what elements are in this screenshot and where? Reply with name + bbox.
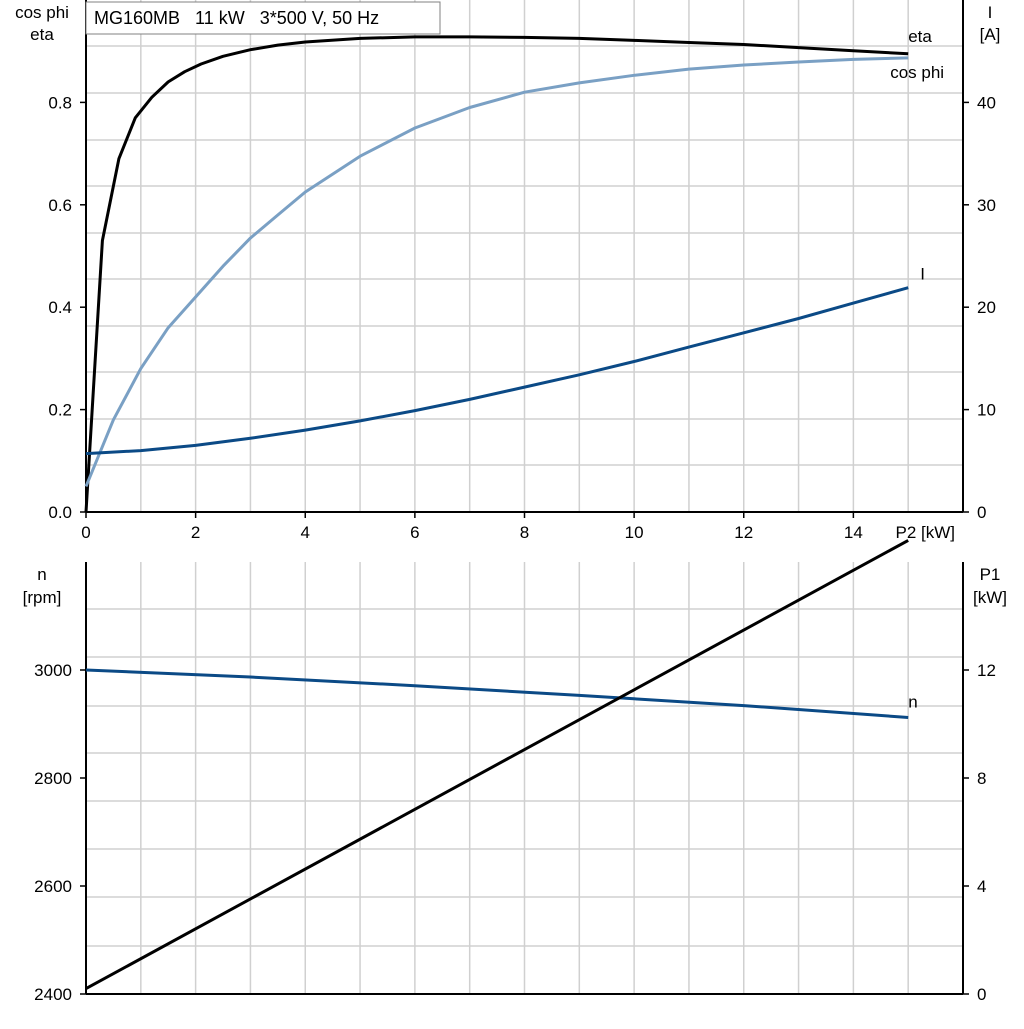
series-line-p1 — [85, 539, 909, 990]
left-axis-tick-label: 0.4 — [48, 298, 72, 317]
series-line-eta — [84, 35, 909, 513]
right-axis-tick-label: 10 — [977, 401, 996, 420]
x-axis-label: P2 [kW] — [895, 523, 955, 542]
left-axis-label: n — [37, 565, 46, 584]
left-axis-tick-label: 0.0 — [48, 503, 72, 522]
left-axis-tick-label: 3000 — [34, 661, 72, 680]
left-axis-label: eta — [30, 25, 54, 44]
x-axis-tick-label: 8 — [520, 523, 529, 542]
series-label-eta: eta — [908, 27, 932, 46]
right-axis-label: [A] — [980, 25, 1001, 44]
right-axis-tick-label: 20 — [977, 298, 996, 317]
right-axis-tick-label: 0 — [977, 503, 986, 522]
x-axis-tick-label: 12 — [734, 523, 753, 542]
left-axis-tick-label: 0.6 — [48, 196, 72, 215]
x-axis-tick-label: 14 — [844, 523, 863, 542]
right-axis-tick-label: 8 — [977, 769, 986, 788]
series-label-cos-phi: cos phi — [890, 63, 944, 82]
chart-title-frame — [85, 1, 441, 35]
x-axis-tick-label: 4 — [301, 523, 310, 542]
left-axis-label: cos phi — [15, 3, 69, 22]
right-axis-label: P1 — [980, 565, 1001, 584]
series-line-i — [85, 286, 909, 456]
left-axis-tick-label: 2800 — [34, 769, 72, 788]
right-axis-tick-label: 12 — [977, 661, 996, 680]
right-axis-tick-label: 40 — [977, 93, 996, 112]
right-axis-tick-label: 30 — [977, 196, 996, 215]
x-axis-tick-label: 6 — [410, 523, 419, 542]
top-chart-panel: 0.0 0.2 0.4 0.6 0.8 0 10 20 30 40 0 2 4 6 8 10 12 14 P2 [k… — [15, 0, 1000, 542]
right-axis-tick-label: 4 — [977, 877, 986, 896]
x-axis-tick-label: 10 — [625, 523, 644, 542]
chart-title-box: MG160MB 11 kW 3*500 V, 50 Hz — [85, 1, 441, 35]
right-axis-label: I — [988, 3, 993, 22]
right-axis-tick-label: 0 — [977, 985, 986, 1004]
right-axis-label: [kW] — [973, 588, 1007, 607]
x-axis-tick-label: 0 — [81, 523, 90, 542]
chart-title: MG160MB 11 kW 3*500 V, 50 Hz — [94, 8, 379, 28]
bottom-chart-panel: 2400 2600 2800 3000 0 4 8 12 n [rpm] P1 [kW] n — [23, 539, 1007, 1004]
series-line-n — [85, 668, 909, 719]
x-axis-tick-label: 2 — [191, 523, 200, 542]
series-line-cos-phi — [84, 56, 909, 487]
left-axis-label: [rpm] — [23, 588, 62, 607]
left-axis-tick-label: 0.8 — [48, 93, 72, 112]
left-axis-tick-label: 2600 — [34, 877, 72, 896]
left-axis-tick-label: 0.2 — [48, 401, 72, 420]
left-axis-tick-label: 2400 — [34, 985, 72, 1004]
series-label-i: I — [920, 265, 925, 284]
series-label-n: n — [908, 693, 917, 712]
